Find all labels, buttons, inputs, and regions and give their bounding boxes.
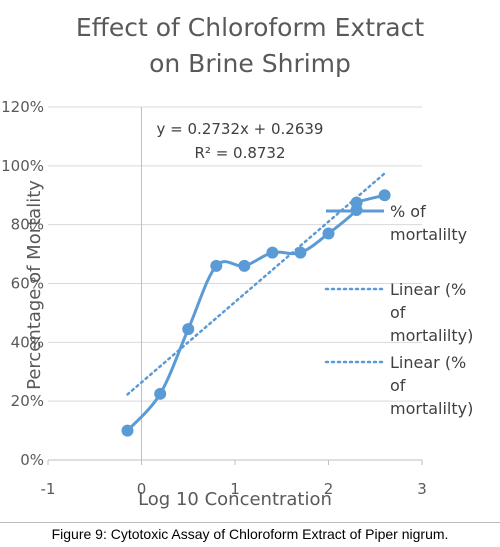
legend-label: Linear (% (390, 280, 466, 299)
y-tick-label: 60% (11, 275, 44, 293)
legend-label: of (390, 303, 406, 322)
legend-entry: % of mortalilty (326, 202, 467, 244)
series-line (125, 193, 387, 433)
data-point (154, 387, 167, 400)
figure-caption: Figure 9: Cytotoxic Assay of Chloroform … (0, 522, 500, 547)
chart-title: Effect of Chloroform Extract on Brine Shr… (76, 13, 424, 78)
y-tick-label: 0% (20, 451, 44, 469)
data-point (210, 259, 223, 272)
chart-title-line: Effect of Chloroform Extract (76, 13, 424, 42)
legend-entry: Linear (% of mortalilty) (324, 353, 473, 418)
data-point (378, 189, 391, 202)
equation-line: y = 0.2732x + 0.2639 (157, 120, 324, 138)
data-point (266, 246, 279, 259)
axes: 0% 20% 40% 60% 80% 100% 120% -1 0 1 2 3 Log 10 Conce… (1, 98, 427, 510)
grid-lines (48, 106, 422, 402)
data-point (121, 424, 134, 437)
legend-entry: Linear (% of mortalilty) (324, 280, 473, 345)
y-axis-label: Percentage of Mortality (24, 180, 45, 390)
chart: Effect of Chloroform Extract on Brine Shr… (1, 13, 473, 510)
legend-label: % of (390, 202, 426, 221)
legend-label: mortalilty) (390, 326, 473, 345)
x-tick-label: -1 (41, 480, 56, 498)
x-tick-label: 3 (417, 480, 427, 498)
legend-label: mortalilty) (390, 399, 473, 418)
y-tick-label: 100% (1, 157, 44, 175)
data-series (121, 189, 391, 437)
x-axis-label: Log 10 Concentration (138, 489, 332, 510)
data-point (238, 259, 251, 272)
x-tick-label: 1 (230, 480, 240, 498)
y-tick-label: 40% (11, 333, 44, 351)
x-tick-label: 0 (137, 480, 147, 498)
trendline-equation: y = 0.2732x + 0.2639 R² = 0.8732 (157, 120, 324, 162)
data-point (350, 196, 363, 209)
legend-label: of (390, 376, 406, 395)
y-tick-label: 120% (1, 98, 44, 116)
data-point (294, 246, 307, 259)
y-tick-label: 20% (11, 392, 44, 410)
data-point (182, 323, 195, 336)
legend-label: mortalilty (390, 225, 467, 244)
x-tick-label: 2 (324, 480, 334, 498)
chart-title-line: on Brine Shrimp (149, 49, 351, 78)
y-tick-label: 80% (11, 216, 44, 234)
equation-line: R² = 0.8732 (194, 144, 285, 162)
legend-label: Linear (% (390, 353, 466, 372)
data-point (322, 227, 335, 240)
